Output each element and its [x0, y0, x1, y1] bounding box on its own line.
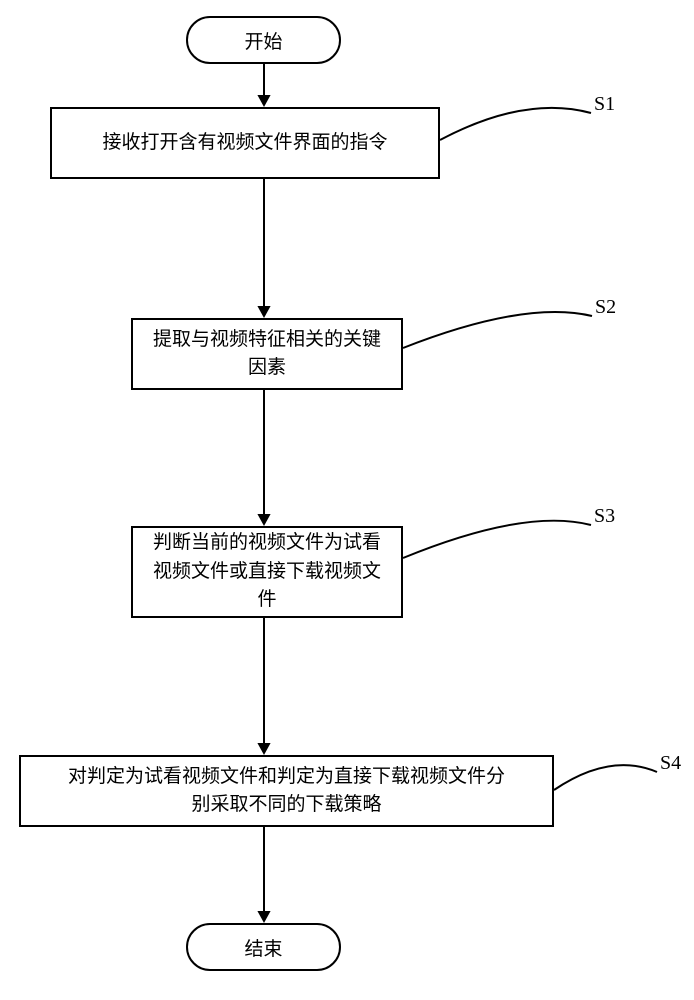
flowchart-edge: [249, 390, 279, 526]
flowchart-node-s3: 判断当前的视频文件为试看 视频文件或直接下载视频文 件: [131, 526, 403, 618]
flowchart-edge: [249, 179, 279, 318]
step-label-leader: [435, 90, 596, 145]
flowchart-edge: [249, 64, 279, 107]
flowchart-node-text: 判断当前的视频文件为试看 视频文件或直接下载视频文 件: [153, 529, 381, 615]
step-label-3: S3: [594, 505, 615, 528]
step-label-leader: [549, 747, 662, 795]
step-label-leader: [398, 503, 596, 563]
flowchart-node-text: 接收打开含有视频文件界面的指令: [102, 129, 387, 158]
flowchart-node-s2: 提取与视频特征相关的关键 因素: [131, 318, 403, 390]
flowchart-edge: [249, 618, 279, 755]
flowchart-node-text: 对判定为试看视频文件和判定为直接下载视频文件分 别采取不同的下载策略: [68, 763, 505, 820]
step-label-1: S1: [594, 93, 615, 116]
step-label-4: S4: [660, 752, 681, 775]
flowchart-node-s4: 对判定为试看视频文件和判定为直接下载视频文件分 别采取不同的下载策略: [19, 755, 554, 827]
flowchart-node-text: 开始: [244, 27, 282, 54]
flowchart-node-s1: 接收打开含有视频文件界面的指令: [50, 107, 440, 179]
flowchart-node-text: 结束: [244, 934, 282, 961]
flowchart-node-text: 提取与视频特征相关的关键 因素: [153, 326, 381, 383]
flowchart-edge: [249, 827, 279, 923]
flowchart-node-start: 开始: [186, 16, 341, 64]
flowchart-node-end: 结束: [186, 923, 341, 971]
step-label-2: S2: [595, 296, 616, 319]
step-label-leader: [398, 295, 597, 353]
